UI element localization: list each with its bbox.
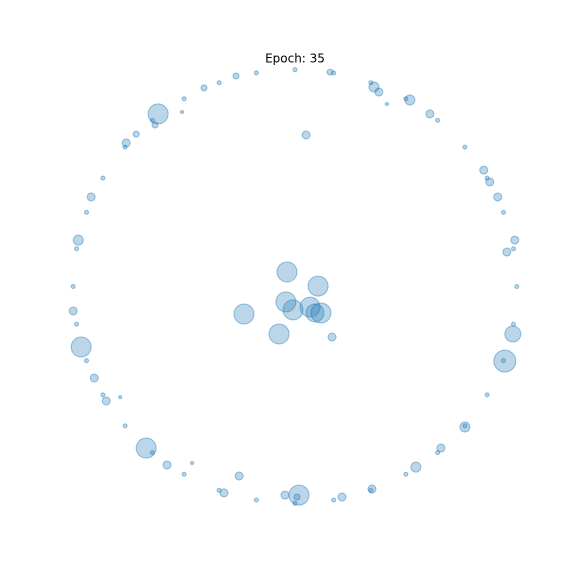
- point: [337, 492, 347, 502]
- point: [368, 81, 380, 93]
- point: [299, 296, 321, 318]
- point: [310, 302, 332, 324]
- point: [367, 484, 377, 494]
- point: [219, 488, 229, 498]
- point: [435, 117, 441, 123]
- point: [484, 175, 490, 181]
- point: [436, 443, 446, 453]
- point: [135, 437, 157, 459]
- point: [275, 291, 297, 313]
- point: [100, 175, 106, 181]
- point: [459, 421, 471, 433]
- point: [288, 484, 310, 506]
- point: [410, 461, 422, 473]
- point: [216, 80, 222, 86]
- point: [101, 396, 111, 406]
- point: [384, 101, 389, 106]
- point: [100, 392, 106, 398]
- point: [70, 284, 76, 289]
- point: [190, 460, 195, 465]
- point: [83, 209, 89, 215]
- point: [86, 192, 96, 202]
- point: [68, 306, 78, 316]
- point: [485, 177, 495, 187]
- point: [305, 303, 325, 323]
- point: [232, 72, 240, 80]
- point: [72, 234, 84, 246]
- point: [89, 373, 99, 383]
- point: [122, 423, 128, 429]
- point: [510, 321, 516, 327]
- point: [368, 80, 374, 86]
- point: [462, 144, 468, 150]
- point: [368, 487, 374, 493]
- point: [162, 460, 172, 470]
- point: [282, 299, 304, 321]
- point: [83, 358, 89, 364]
- point: [293, 493, 301, 501]
- point: [462, 423, 468, 429]
- chart-title: Epoch: 35: [265, 52, 325, 66]
- point: [74, 246, 80, 252]
- point: [493, 349, 517, 373]
- point: [149, 117, 155, 123]
- point: [403, 96, 409, 102]
- point: [510, 246, 516, 252]
- point: [374, 87, 384, 97]
- point: [510, 235, 520, 245]
- point: [331, 70, 337, 76]
- point: [181, 96, 187, 102]
- point: [292, 500, 298, 506]
- point: [331, 497, 337, 503]
- point: [253, 497, 259, 503]
- point: [501, 358, 507, 364]
- point: [404, 94, 416, 106]
- point: [276, 261, 298, 283]
- point: [74, 321, 80, 327]
- point: [253, 70, 259, 76]
- point: [479, 165, 489, 175]
- point: [122, 144, 128, 150]
- point: [502, 247, 512, 257]
- point: [307, 275, 329, 297]
- point: [501, 209, 507, 215]
- point: [121, 138, 131, 148]
- point: [70, 336, 92, 358]
- point: [425, 109, 435, 119]
- point: [149, 450, 155, 456]
- point: [216, 487, 222, 493]
- point: [484, 392, 490, 398]
- point: [234, 471, 244, 481]
- point: [200, 84, 208, 92]
- point: [326, 68, 334, 76]
- point: [147, 103, 169, 125]
- point: [181, 471, 187, 477]
- point: [180, 109, 185, 114]
- point: [435, 450, 441, 456]
- point: [327, 332, 337, 342]
- point: [132, 130, 140, 138]
- point: [292, 67, 298, 73]
- point: [493, 192, 503, 202]
- point: [151, 121, 159, 129]
- point: [268, 323, 290, 345]
- point: [403, 471, 409, 477]
- point: [118, 395, 123, 400]
- point: [280, 490, 290, 500]
- point: [514, 284, 520, 289]
- point: [301, 130, 311, 140]
- point: [504, 325, 522, 343]
- point: [233, 303, 255, 325]
